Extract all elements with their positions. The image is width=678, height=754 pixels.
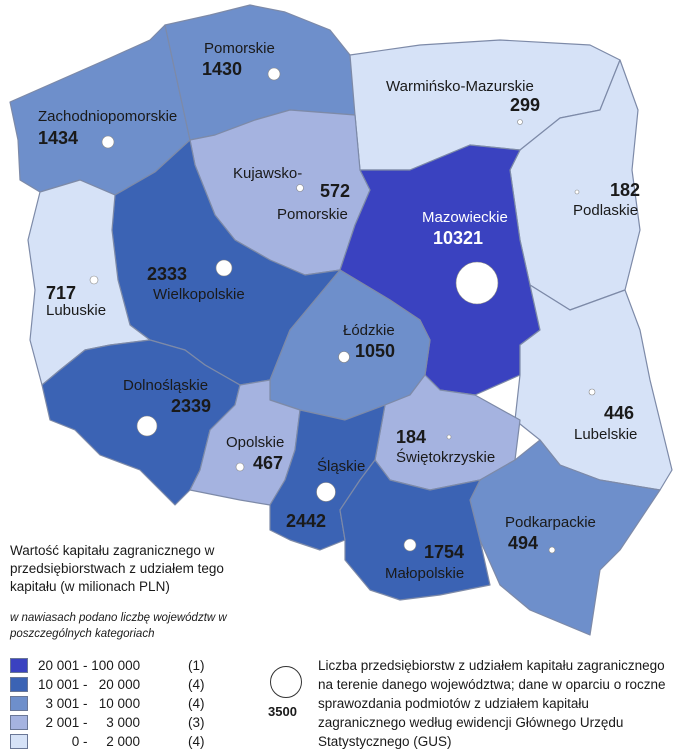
legend-swatch xyxy=(10,658,28,673)
label-kujawsko-pomorskie-1: Kujawsko- xyxy=(233,165,302,182)
bubble-lubuskie xyxy=(89,275,99,285)
legend-class-row: 2 001 - 3 000 (3) xyxy=(10,713,205,732)
legend-class-row: 20 001 - 100 000 (1) xyxy=(10,656,205,675)
value-wielkopolskie: 2333 xyxy=(147,264,187,284)
legend-class-range: 10 001 - 20 000 xyxy=(38,677,141,692)
value-warminsko-mazurskie: 299 xyxy=(510,95,540,115)
bubble-lodzkie xyxy=(338,351,350,363)
bubble-podlaskie xyxy=(574,189,580,195)
bubble-zachodniopomorskie xyxy=(101,135,115,149)
legend-class-count: (1) xyxy=(188,658,205,673)
bubble-warminsko-mazurskie xyxy=(517,119,523,125)
label-pomorskie: Pomorskie xyxy=(204,40,275,57)
value-pomorskie: 1430 xyxy=(202,59,242,79)
bubble-opolskie xyxy=(235,462,245,472)
label-wielkopolskie: Wielkopolskie xyxy=(153,286,245,303)
legend-class-count: (4) xyxy=(188,734,205,749)
legend-class-count: (4) xyxy=(188,677,205,692)
bubble-pomorskie xyxy=(267,67,281,81)
value-podkarpackie: 494 xyxy=(508,533,538,553)
legend-class-row: 10 001 - 20 000 (4) xyxy=(10,675,205,694)
bubble-legend-circle xyxy=(270,666,302,698)
label-kujawsko-pomorskie-2: Pomorskie xyxy=(277,206,348,223)
label-dolnoslaskie: Dolnośląskie xyxy=(123,377,208,394)
label-slaskie: Śląskie xyxy=(317,457,365,475)
value-lubuskie: 717 xyxy=(46,283,76,303)
region-opolskie[interactable] xyxy=(189,379,301,506)
label-malopolskie: Małopolskie xyxy=(385,565,464,582)
bubble-malopolskie xyxy=(403,538,417,552)
bubble-legend-value: 3500 xyxy=(268,704,297,719)
label-swietokrzyskie: Świętokrzyskie xyxy=(396,448,495,466)
bubble-lubelskie xyxy=(588,388,596,396)
label-mazowieckie: Mazowieckie xyxy=(422,209,508,226)
legend-note: w nawiasach podano liczbę województw w p… xyxy=(10,612,227,640)
value-mazowieckie: 10321 xyxy=(433,228,483,248)
bubble-kujawsko-pomorskie xyxy=(296,184,304,192)
bubble-wielkopolskie xyxy=(215,259,233,277)
value-malopolskie: 1754 xyxy=(424,542,464,562)
label-lodzkie: Łódzkie xyxy=(343,322,395,339)
legend-swatch xyxy=(10,715,28,730)
legend-classes: 20 001 - 100 000 (1) 10 001 - 20 000 (4)… xyxy=(10,656,205,751)
label-warminsko-mazurskie: Warmińsko-Mazurskie xyxy=(386,78,534,95)
region-podkarpackie[interactable] xyxy=(469,439,661,636)
value-zachodniopomorskie: 1434 xyxy=(38,128,78,148)
label-lubelskie: Lubelskie xyxy=(574,426,637,443)
value-dolnoslaskie: 2339 xyxy=(171,396,211,416)
label-podkarpackie: Podkarpackie xyxy=(505,514,596,531)
label-opolskie: Opolskie xyxy=(226,434,284,451)
legend-class-range: 0 - 2 000 xyxy=(38,734,141,749)
legend-swatch xyxy=(10,696,28,711)
legend-class-count: (3) xyxy=(188,715,205,730)
bubble-legend-text: Liczba przedsiębiorstw z udziałem kapita… xyxy=(318,658,666,749)
region-malopolskie[interactable] xyxy=(339,459,491,601)
value-kujawsko-pomorskie: 572 xyxy=(320,181,350,201)
bubble-mazowieckie xyxy=(455,261,499,305)
label-zachodniopomorskie: Zachodniopomorskie xyxy=(38,108,177,125)
legend-class-range: 3 001 - 10 000 xyxy=(38,696,141,711)
bubble-podkarpackie xyxy=(548,546,556,554)
legend-class-row: 3 001 - 10 000 (4) xyxy=(10,694,205,713)
label-lubuskie: Lubuskie xyxy=(46,302,106,319)
value-podlaskie: 182 xyxy=(610,180,640,200)
bubble-slaskie xyxy=(316,482,336,502)
legend-class-range: 20 001 - 100 000 xyxy=(38,658,141,673)
value-slaskie: 2442 xyxy=(286,511,326,531)
value-opolskie: 467 xyxy=(253,453,283,473)
region-slaskie[interactable] xyxy=(269,404,386,551)
legend-swatch xyxy=(10,734,28,749)
legend-title: Wartość kapitału zagranicznego w przedsi… xyxy=(10,543,224,594)
legend-class-row: 0 - 2 000 (4) xyxy=(10,732,205,751)
value-lubelskie: 446 xyxy=(604,403,634,423)
value-lodzkie: 1050 xyxy=(355,341,395,361)
label-podlaskie: Podlaskie xyxy=(573,202,638,219)
value-swietokrzyskie: 184 xyxy=(396,427,426,447)
bubble-swietokrzyskie xyxy=(446,434,452,440)
legend-class-range: 2 001 - 3 000 xyxy=(38,715,141,730)
legend-swatch xyxy=(10,677,28,692)
bubble-dolnoslaskie xyxy=(136,415,158,437)
legend-class-count: (4) xyxy=(188,696,205,711)
